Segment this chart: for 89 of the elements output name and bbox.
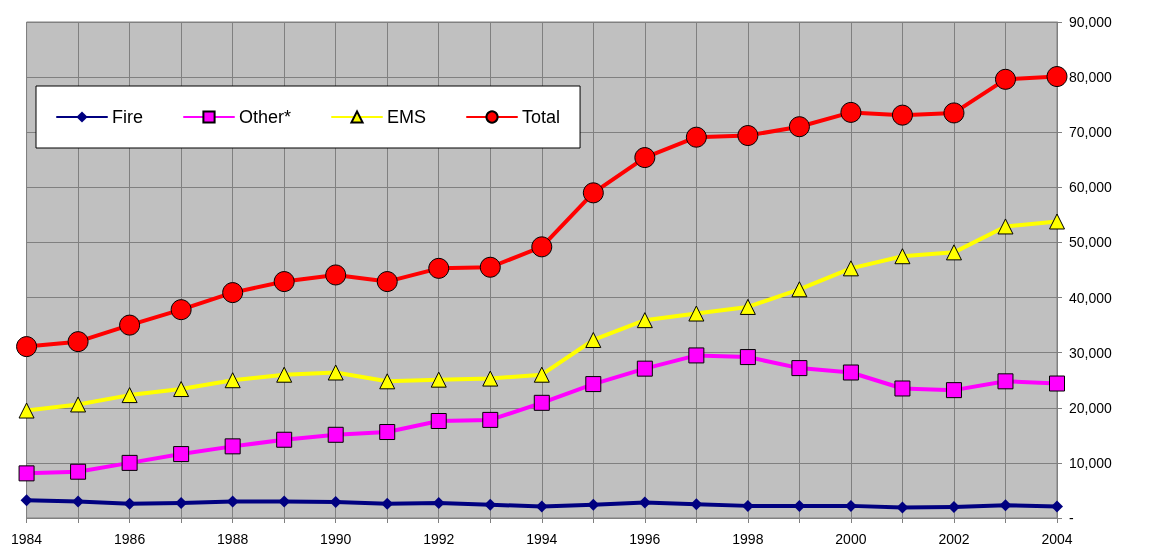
x-tick-label: 2000 [835, 531, 867, 547]
point [428, 257, 450, 279]
y-tick-label: 90,000 [1069, 14, 1113, 30]
point [224, 372, 241, 389]
point [276, 431, 293, 448]
y-tick-label: 20,000 [1069, 399, 1113, 416]
y-tick-label: 40,000 [1069, 289, 1113, 306]
point [70, 396, 87, 413]
x-tick-label: 2004 [1041, 531, 1073, 547]
point [737, 125, 759, 147]
point [945, 382, 962, 399]
point [739, 298, 756, 315]
point [1049, 375, 1065, 392]
legend-label: Other* [239, 107, 292, 127]
point [479, 256, 501, 278]
point [18, 402, 35, 419]
point [791, 360, 808, 377]
point [121, 454, 138, 471]
point [67, 331, 89, 353]
point [70, 463, 87, 480]
point [943, 102, 965, 124]
point [482, 411, 499, 428]
point [533, 366, 550, 383]
point [685, 126, 707, 148]
point [894, 380, 911, 397]
point [945, 244, 962, 261]
point [482, 370, 499, 387]
point [788, 116, 810, 138]
point [739, 349, 756, 366]
point [379, 373, 396, 390]
y-tick-label: - [1069, 510, 1074, 526]
point [18, 465, 35, 482]
point [119, 314, 141, 336]
point [636, 312, 653, 329]
point [327, 426, 344, 443]
y-tick-label: 10,000 [1069, 454, 1113, 471]
point [531, 236, 553, 258]
legend-label: Total [522, 107, 561, 127]
point [533, 394, 550, 411]
legend-label: Fire [112, 107, 143, 127]
y-tick-label: 50,000 [1069, 234, 1113, 251]
point [634, 147, 656, 169]
point [997, 373, 1014, 390]
point [791, 281, 808, 298]
y-tick-label: 70,000 [1069, 124, 1113, 141]
point [636, 360, 653, 377]
point [582, 182, 604, 204]
x-tick-label: 1990 [320, 531, 352, 547]
point [276, 366, 293, 383]
x-tick-label: 1988 [217, 531, 249, 547]
point [379, 424, 396, 441]
y-tick-label: 80,000 [1069, 69, 1113, 86]
x-tick-label: 1998 [732, 531, 764, 547]
x-tick-label: 1996 [629, 531, 661, 547]
point [894, 248, 911, 265]
y-tick-label: 30,000 [1069, 344, 1113, 361]
x-tick-label: 1986 [114, 531, 146, 547]
x-tick-label: 1994 [526, 531, 558, 547]
point [1046, 66, 1068, 88]
point [170, 299, 192, 321]
point [224, 438, 241, 455]
point [585, 376, 602, 393]
point [842, 260, 859, 277]
point [121, 387, 138, 404]
point [842, 364, 859, 381]
point [325, 264, 347, 286]
point [173, 446, 190, 463]
point [1049, 213, 1065, 230]
point [222, 282, 244, 304]
legend-label: EMS [387, 107, 427, 127]
y-tick-label: 60,000 [1069, 179, 1113, 196]
point [273, 271, 295, 293]
point [585, 331, 602, 348]
point [997, 218, 1014, 235]
point [688, 305, 705, 322]
point [16, 336, 38, 358]
point [430, 371, 447, 388]
point [376, 271, 398, 293]
point [327, 364, 344, 381]
point [688, 347, 705, 364]
x-tick-label: 1992 [423, 531, 455, 547]
x-tick-label: 2002 [938, 531, 970, 547]
point [173, 381, 190, 398]
point [1051, 500, 1063, 513]
x-tick-label: 1984 [10, 531, 43, 547]
point [840, 101, 862, 123]
point [995, 68, 1016, 90]
point [891, 104, 913, 126]
point [430, 413, 447, 429]
